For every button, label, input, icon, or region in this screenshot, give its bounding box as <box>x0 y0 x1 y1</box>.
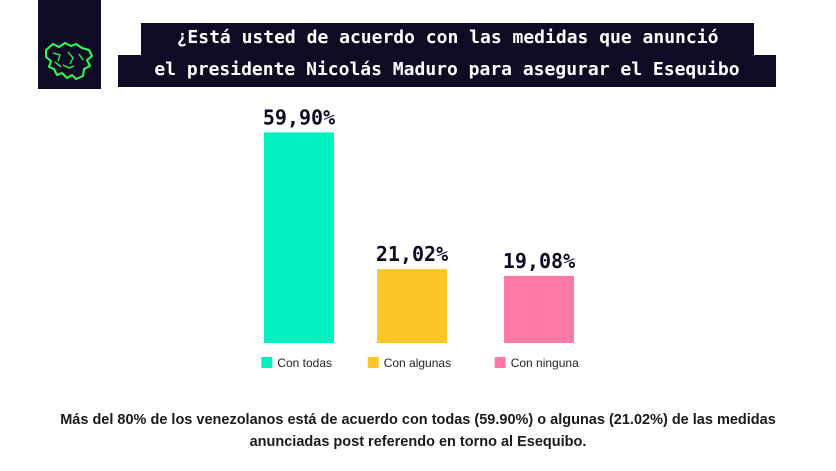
legend-label-3: Con ninguna <box>511 356 579 370</box>
legend-swatch-3 <box>494 357 506 368</box>
bar-3 <box>504 275 574 343</box>
chart-caption: Más del 80% de los venezolanos está de a… <box>60 412 776 450</box>
chart-title-line-1: ¿Está usted de acuerdo con las medidas q… <box>141 23 754 55</box>
legend-swatch-2 <box>367 357 379 368</box>
value-label-2: 21,02% <box>376 242 448 266</box>
bar-1 <box>264 132 334 343</box>
value-label-1: 59,90% <box>263 105 335 129</box>
value-label-3: 19,08% <box>503 249 575 273</box>
bar-chart: 59,90% Con todas 21,02% Con algunas 19,08% Co… <box>261 105 579 370</box>
logo <box>38 0 101 89</box>
chart-title-line-2: el presidente Nicolás Maduro para asegur… <box>118 55 776 87</box>
legend-swatch-1 <box>261 357 273 368</box>
legend-label-2: Con algunas <box>384 356 451 370</box>
venezuela-map-icon <box>45 42 93 80</box>
legend-label-1: Con todas <box>277 356 332 370</box>
bar-2 <box>377 269 447 343</box>
